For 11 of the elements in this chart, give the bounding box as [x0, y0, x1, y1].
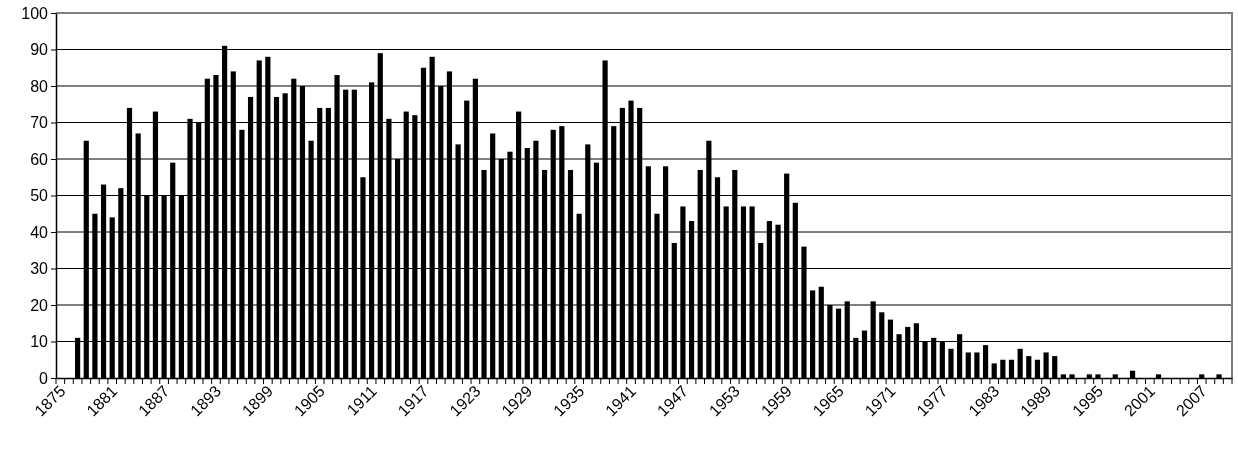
y-tick-label: 80 [30, 77, 49, 95]
y-tick-label: 50 [30, 187, 49, 205]
y-tick-label: 70 [30, 114, 49, 132]
y-tick-label: 30 [30, 260, 49, 278]
y-tick-label: 40 [30, 223, 49, 241]
y-tick-label: 10 [30, 333, 49, 351]
y-tick-label: 100 [21, 4, 49, 22]
y-tick-label: 60 [30, 150, 49, 168]
y-tick-label: 20 [30, 296, 49, 314]
y-tick-label: 90 [30, 41, 49, 59]
y-tick-label: 0 [39, 369, 49, 387]
